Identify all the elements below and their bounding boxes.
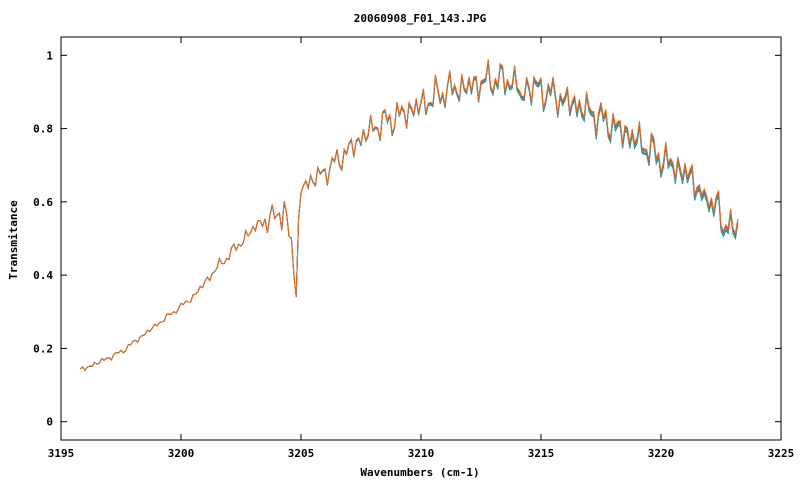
- y-tick-label: 0.2: [33, 342, 53, 355]
- chart-title: 20060908_F01_143.JPG: [354, 12, 487, 25]
- y-axis-label: Transmitance: [7, 200, 20, 280]
- x-tick-label: 3215: [528, 447, 555, 460]
- x-tick-label: 3200: [168, 447, 195, 460]
- x-tick-label: 3225: [768, 447, 795, 460]
- y-tick-label: 0.4: [33, 269, 53, 282]
- y-tick-label: 0.6: [33, 196, 53, 209]
- plot-frame: [60, 36, 782, 441]
- x-tick-label: 3210: [408, 447, 435, 460]
- x-tick-label: 3205: [288, 447, 315, 460]
- axis-ticks: 3195 3200 3205 3210 3215 3220 3225 0 0.2 0.4 0.6 0.…: [33, 37, 794, 460]
- y-tick-label: 0.8: [33, 123, 53, 136]
- x-axis-label: Wavenumbers (cm-1): [360, 466, 479, 479]
- y-tick-label: 0: [46, 416, 53, 429]
- x-tick-label: 3220: [648, 447, 675, 460]
- plot-area: [79, 59, 739, 372]
- x-tick-label: 3195: [48, 447, 75, 460]
- series-line: [79, 59, 739, 372]
- y-tick-label: 1: [46, 49, 53, 62]
